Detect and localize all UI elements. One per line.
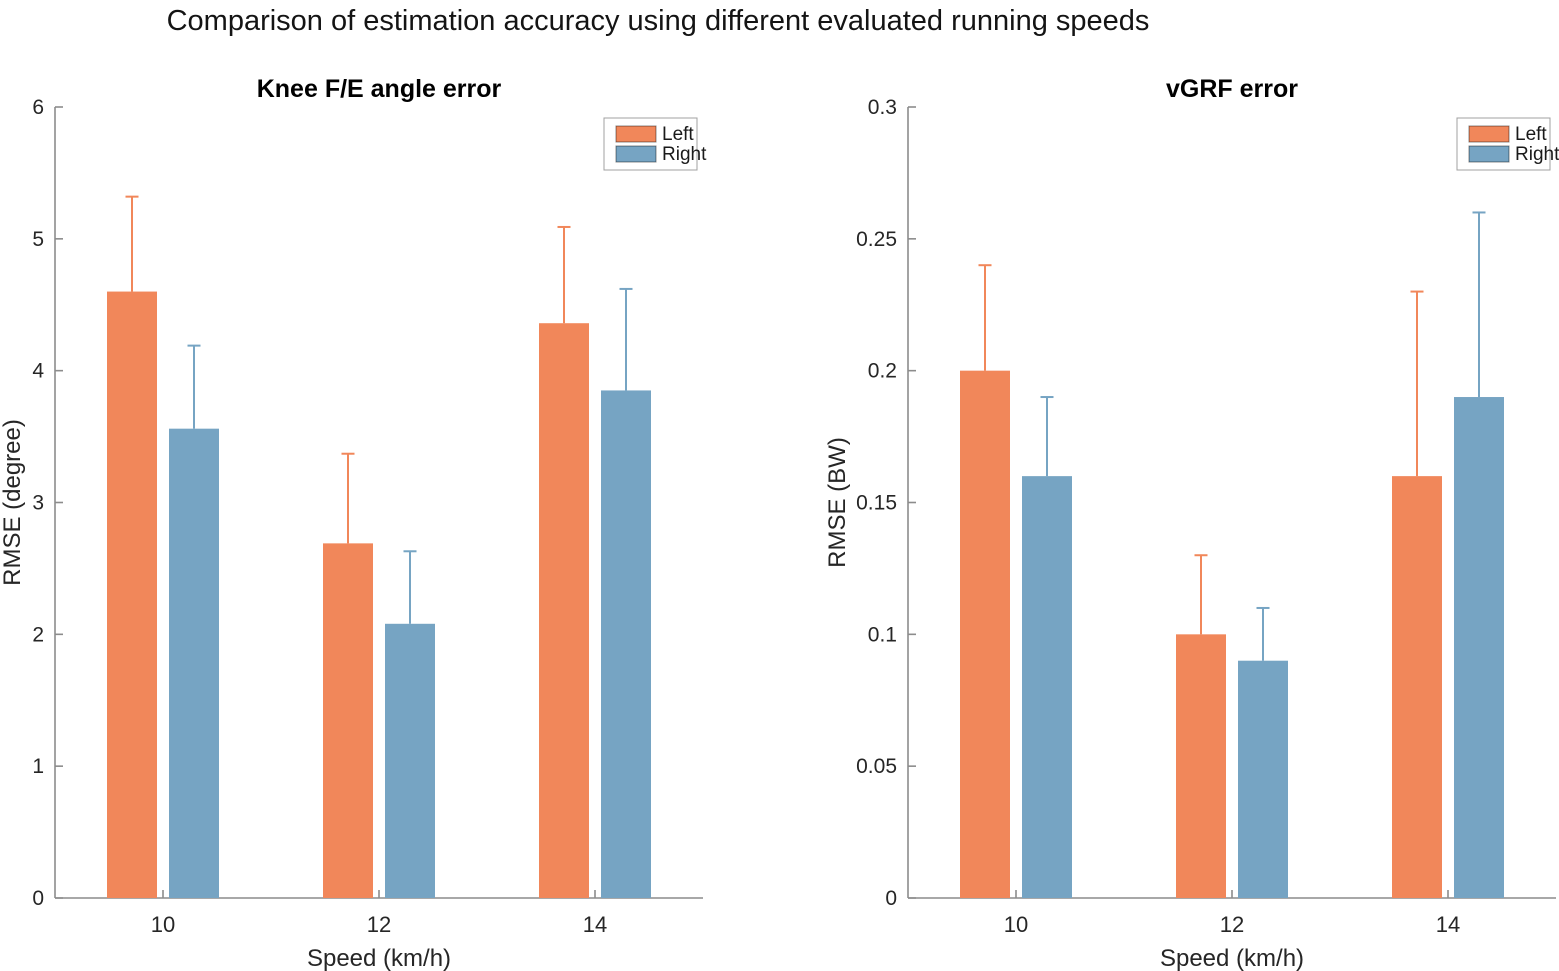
y-tick-label: 0.2: [868, 360, 897, 383]
chart-title: Knee F/E angle error: [257, 75, 502, 103]
bar-right-12: [385, 623, 435, 898]
y-tick-label: 0: [885, 887, 897, 910]
x-tick-label: 12: [1220, 912, 1244, 937]
y-axis-label: RMSE (BW): [824, 437, 851, 568]
bar-right-12: [1238, 660, 1288, 898]
legend-swatch-right: [615, 145, 657, 163]
y-tick-label: 2: [32, 623, 44, 646]
y-tick-label: 1: [32, 755, 44, 778]
x-axis-label: Speed (km/h): [307, 945, 451, 971]
legend-label-left: Left: [662, 124, 694, 145]
bar-left-14: [1392, 476, 1442, 898]
y-axis-label: RMSE (degree): [0, 419, 26, 586]
bar-right-14: [1454, 397, 1504, 898]
bar-right-14: [601, 390, 651, 898]
legend-swatch-left: [1468, 125, 1510, 143]
x-axis-label: Speed (km/h): [1160, 945, 1304, 971]
figure-title: Comparison of estimation accuracy using …: [166, 5, 1150, 37]
bar-left-10: [107, 291, 157, 899]
bar-right-10: [1022, 476, 1072, 898]
y-tick-label: 6: [32, 96, 44, 119]
y-tick-label: 4: [32, 360, 44, 383]
legend-swatch-left: [615, 125, 657, 143]
bar-left-12: [1176, 634, 1226, 898]
chart-title: vGRF error: [1166, 75, 1298, 103]
x-tick-label: 14: [1436, 912, 1460, 937]
legend-label-right: Right: [662, 144, 707, 165]
y-tick-label: 0.05: [856, 755, 897, 778]
x-tick-label: 12: [367, 912, 391, 937]
bar-left-12: [323, 543, 373, 898]
y-tick-label: 0.3: [868, 96, 897, 119]
x-tick-label: 10: [151, 912, 175, 937]
x-tick-label: 14: [583, 912, 607, 937]
y-tick-label: 3: [32, 492, 44, 515]
vgrf-chart: 0 0.05 0.1 0.15 0.2 0.25 0.3 10 12 14 Speed (km/h)…: [824, 75, 1559, 971]
y-tick-label: 0.15: [856, 492, 897, 515]
legend-swatch-right: [1468, 145, 1510, 163]
y-tick-label: 0.25: [856, 228, 897, 251]
bar-left-14: [539, 323, 589, 898]
bar-right-10: [169, 428, 219, 898]
y-tick-label: 5: [32, 228, 44, 251]
y-tick-label: 0: [32, 887, 44, 910]
legend-label-left: Left: [1515, 124, 1547, 145]
x-tick-label: 10: [1004, 912, 1028, 937]
bar-left-10: [960, 370, 1010, 899]
legend-label-right: Right: [1515, 144, 1559, 165]
y-tick-label: 0.1: [868, 623, 897, 646]
